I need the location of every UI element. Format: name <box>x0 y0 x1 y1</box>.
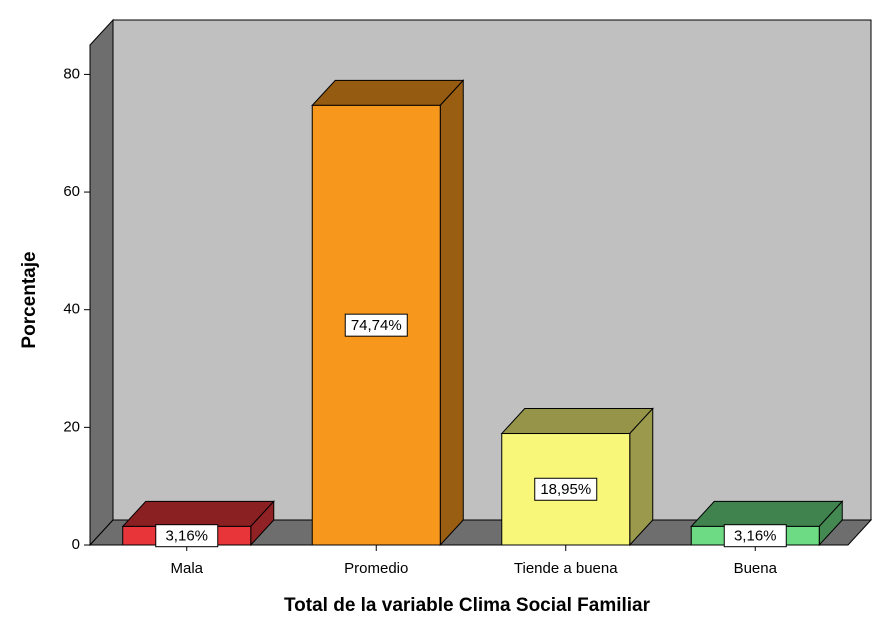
value-label: 18,95% <box>540 481 591 498</box>
value-label: 74,74% <box>351 317 402 334</box>
y-tick-label: 80 <box>63 65 80 82</box>
bar-top <box>121 500 275 527</box>
side-wall <box>89 18 114 547</box>
y-tick-label: 20 <box>63 418 80 435</box>
value-label-box <box>155 524 219 548</box>
back-wall <box>112 19 872 521</box>
y-tick-label: 60 <box>63 183 80 200</box>
value-label: 3,16% <box>734 528 777 545</box>
y-tick-label: 40 <box>63 301 80 318</box>
value-label-box <box>344 313 408 337</box>
x-tick-label: Tiende a buena <box>514 560 618 577</box>
x-tick-label: Buena <box>734 560 778 577</box>
bar-top <box>690 500 844 527</box>
bar-top <box>500 408 654 435</box>
bar-side <box>439 79 464 547</box>
x-tick-label: Promedio <box>344 560 408 577</box>
x-axis-label: Total de la variable Clima Social Famili… <box>284 595 651 616</box>
y-tick-label: 0 <box>72 536 80 553</box>
value-label-box <box>534 477 598 501</box>
y-axis-label: Porcentaje <box>19 251 40 348</box>
value-label-box <box>723 524 787 548</box>
value-label: 3,16% <box>165 528 208 545</box>
bar-top <box>311 79 465 106</box>
x-tick-label: Mala <box>170 560 203 577</box>
